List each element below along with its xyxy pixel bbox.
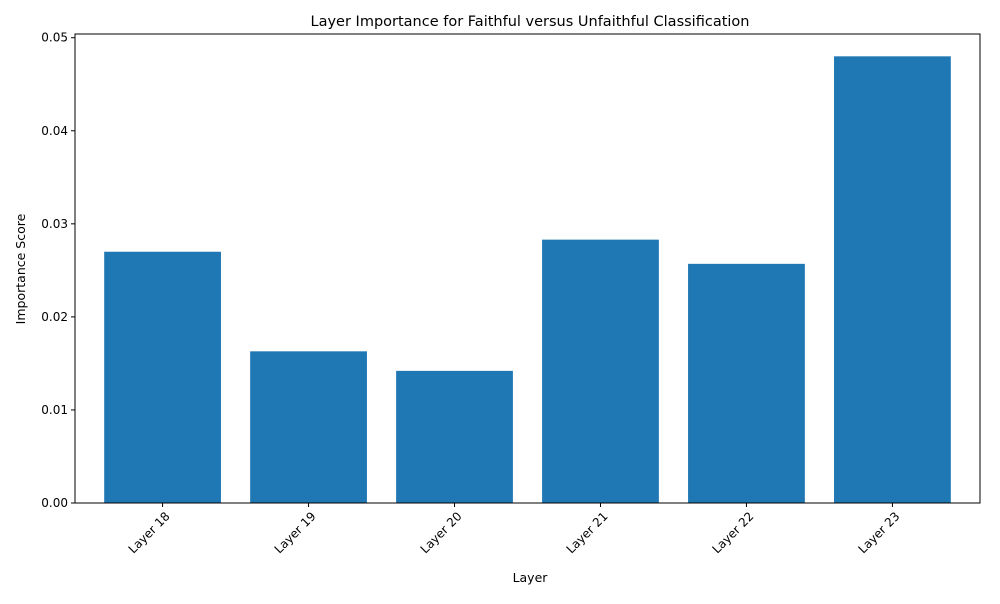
y-axis-ticks: 0.00 0.01 0.02 0.03 0.04 0.05 — [41, 31, 75, 510]
x-axis-ticks: Layer 18 Layer 19 Layer 20 Layer 21 Layer 22… — [126, 503, 903, 556]
bar-layer-19 — [250, 351, 367, 503]
y-axis-label: Importance Score — [13, 213, 28, 324]
bar-layer-22 — [688, 263, 805, 503]
x-tick-label: Layer 20 — [418, 509, 465, 556]
y-tick-label: 0.01 — [41, 403, 68, 417]
bar-layer-20 — [396, 370, 513, 503]
y-tick-label: 0.00 — [41, 496, 68, 510]
chart-title: Layer Importance for Faithful versus Unf… — [311, 14, 750, 30]
plot-frame — [74, 33, 981, 504]
bar-layer-23 — [834, 56, 951, 503]
x-axis-label: Layer — [513, 570, 549, 585]
y-tick-label: 0.02 — [41, 310, 68, 324]
x-tick-label: Layer 22 — [710, 509, 757, 556]
x-tick-label: Layer 19 — [272, 509, 319, 556]
x-tick-label: Layer 23 — [855, 509, 902, 556]
bar-layer-18 — [104, 251, 221, 503]
x-tick-label: Layer 18 — [126, 509, 173, 556]
y-tick-label: 0.04 — [41, 124, 68, 138]
y-tick-label: 0.03 — [41, 217, 68, 231]
bar-layer-21 — [542, 239, 659, 503]
x-tick-label: Layer 21 — [564, 509, 611, 556]
y-tick-label: 0.05 — [41, 31, 68, 45]
bars — [104, 56, 951, 503]
